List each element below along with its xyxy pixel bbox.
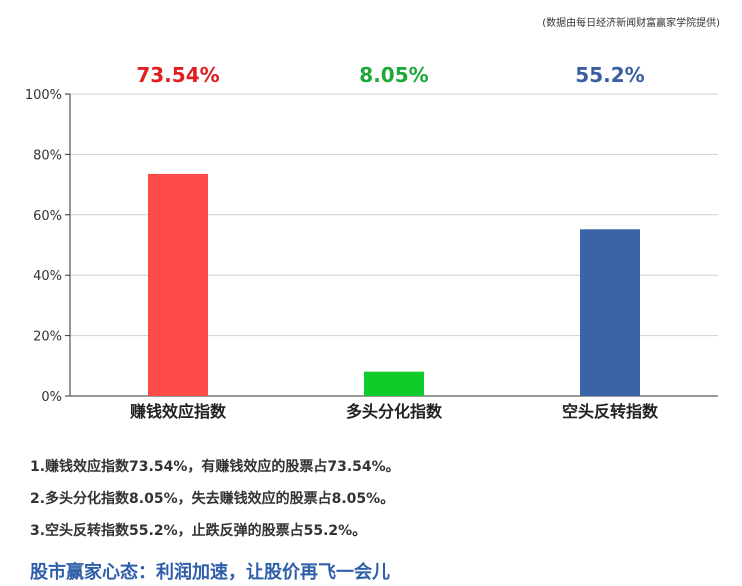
value-label: 73.54%: [136, 63, 219, 87]
y-tick-label: 60%: [33, 209, 62, 224]
y-tick-label: 100%: [25, 88, 62, 103]
value-label: 55.2%: [575, 63, 644, 87]
note-line-2: 2.多头分化指数8.05%，失去赚钱效应的股票占8.05%。: [30, 491, 395, 507]
y-tick-label: 40%: [33, 269, 62, 284]
value-labels: 73.54% 8.05% 55.2%: [136, 63, 644, 87]
notes: 1.赚钱效应指数73.54%，有赚钱效应的股票占73.54%。 2.多头分化指数…: [30, 456, 400, 552]
bar-chart: 0% 20% 40% 60% 80% 100% 73.54% 8.05% 55.2% 赚钱效应…: [25, 63, 718, 421]
x-tick-label: 空头反转指数: [562, 402, 659, 421]
x-tick-label: 多头分化指数: [346, 402, 443, 421]
source-note: (数据由每日经济新闻财富赢家学院提供): [542, 18, 720, 29]
bar: [148, 173, 208, 396]
note-line-1: 1.赚钱效应指数73.54%，有赚钱效应的股票占73.54%。: [30, 459, 400, 475]
bar: [580, 229, 640, 396]
market-mood-headline: 股市赢家心态：利润加速，让股价再飞一会儿: [30, 562, 390, 583]
x-tick-label: 赚钱效应指数: [129, 402, 227, 421]
y-tick-label: 80%: [33, 148, 62, 163]
note-line-3: 3.空头反转指数55.2%，止跌反弹的股票占55.2%。: [30, 523, 367, 539]
value-label: 8.05%: [359, 63, 428, 87]
bar: [364, 371, 424, 396]
y-tick-label: 0%: [41, 390, 62, 405]
y-tick-label: 20%: [33, 330, 62, 345]
x-axis-labels: 赚钱效应指数 多头分化指数 空头反转指数: [129, 402, 659, 421]
chart-bars: [148, 173, 640, 396]
